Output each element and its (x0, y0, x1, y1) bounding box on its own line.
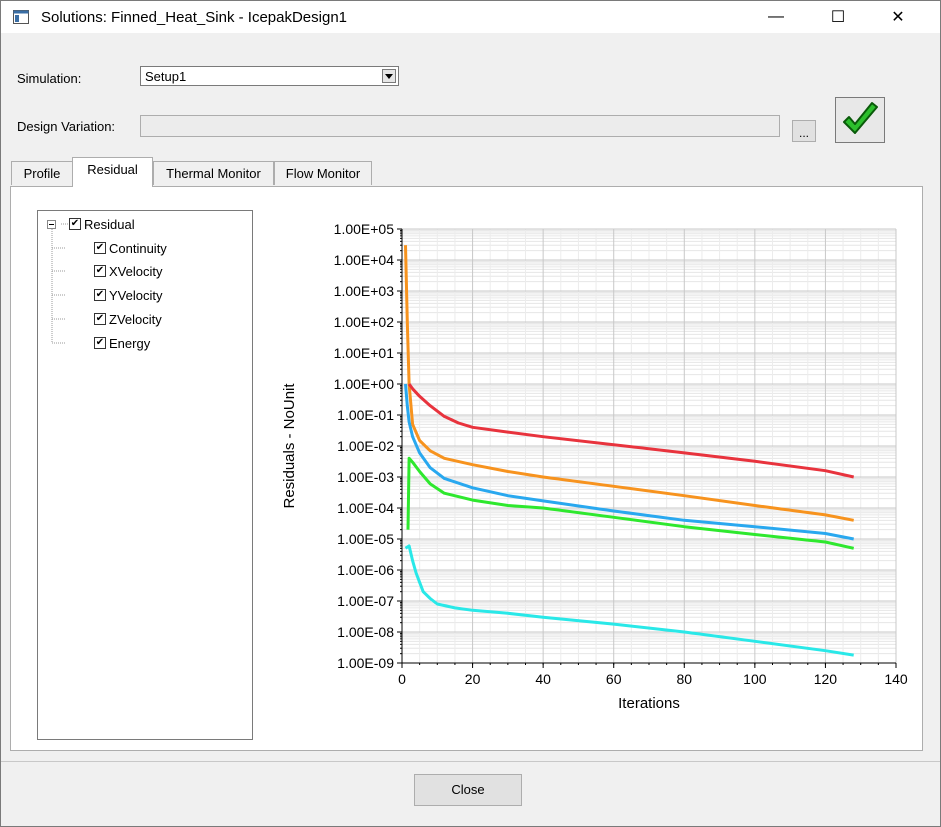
series-line-3 (406, 456, 855, 550)
tree-item-label: Continuity (109, 240, 167, 256)
residual-tree[interactable]: ✔ Residual ✔ Continuity ✔ XVelocity ✔ YV… (37, 210, 253, 740)
series-line-1 (407, 383, 855, 479)
y-axis-label: Residuals - NoUnit (281, 383, 298, 509)
checkbox-checked-icon[interactable]: ✔ (94, 265, 106, 277)
title-bar[interactable]: Solutions: Finned_Heat_Sink - IcepakDesi… (1, 1, 940, 33)
close-icon: ✕ (891, 9, 905, 26)
y-tick-label: 1.00E-03 (337, 469, 394, 485)
design-variation-label: Design Variation: (17, 119, 116, 134)
design-variation-browse-button[interactable]: ... (792, 120, 816, 142)
minimize-button[interactable]: — (753, 1, 799, 33)
x-tick-label: 80 (676, 671, 692, 687)
tree-connector-lines (51, 223, 69, 344)
tree-item-label: Residual (84, 216, 135, 232)
tree-item-label: XVelocity (109, 263, 163, 279)
tree-item-label: ZVelocity (109, 311, 162, 327)
y-tick-label: 1.00E-06 (337, 562, 394, 578)
tree-collapse-toggle[interactable] (47, 220, 56, 229)
residual-chart[interactable]: 1.00E+05 1.00E+04 1.00E+03 1.00E+02 1.00E+01… (270, 208, 921, 742)
check-icon (843, 102, 878, 134)
y-tick-label: 1.00E+01 (334, 345, 395, 361)
tree-item-yvelocity[interactable]: ✔ YVelocity (94, 286, 162, 304)
tab-profile[interactable]: Profile (11, 161, 73, 185)
x-tick-label: 40 (535, 671, 551, 687)
window-title: Solutions: Finned_Heat_Sink - IcepakDesi… (41, 9, 348, 26)
series-line-0 (404, 245, 854, 522)
checkbox-checked-icon[interactable]: ✔ (94, 289, 106, 301)
x-tick-label: 20 (465, 671, 481, 687)
x-tick-label: 120 (814, 671, 838, 687)
y-tick-label: 1.00E-01 (337, 407, 394, 423)
y-tick-label: 1.00E-09 (337, 655, 394, 671)
tree-item-label: YVelocity (109, 287, 163, 303)
series-line-4 (404, 544, 854, 657)
simulation-value: Setup1 (145, 69, 187, 84)
y-tick-label: 1.00E+04 (334, 252, 395, 268)
chevron-down-icon[interactable] (382, 69, 396, 83)
maximize-icon: ☐ (830, 9, 846, 26)
x-tick-label: 60 (606, 671, 622, 687)
checkbox-checked-icon[interactable]: ✔ (69, 218, 81, 230)
y-tick-label: 1.00E-04 (337, 500, 394, 516)
check-status-button[interactable] (835, 97, 885, 143)
y-tick-label: 1.00E-08 (337, 624, 394, 640)
simulation-label: Simulation: (17, 71, 82, 86)
tree-item-continuity[interactable]: ✔ Continuity (94, 239, 167, 257)
maximize-button[interactable]: ☐ (815, 1, 861, 33)
simulation-select[interactable]: Setup1 (140, 66, 399, 86)
y-tick-label: 1.00E-07 (337, 593, 394, 609)
app-window-icon (13, 10, 29, 24)
residual-chart-svg[interactable]: 1.00E+05 1.00E+04 1.00E+03 1.00E+02 1.00E+01… (270, 208, 921, 742)
y-tick-label: 1.00E+02 (334, 314, 395, 330)
tab-thermal-monitor[interactable]: Thermal Monitor (153, 161, 274, 185)
tab-flow-monitor[interactable]: Flow Monitor (274, 161, 372, 185)
close-window-button[interactable]: ✕ (875, 1, 921, 33)
design-variation-field[interactable] (140, 115, 780, 137)
y-tick-label: 1.00E+03 (334, 283, 395, 299)
tree-item-residual[interactable]: ✔ Residual (69, 215, 135, 233)
tab-residual[interactable]: Residual (72, 157, 153, 187)
y-tick-label: 1.00E-05 (337, 531, 394, 547)
y-tick-label: 1.00E+05 (334, 221, 395, 237)
tree-item-energy[interactable]: ✔ Energy (94, 334, 150, 352)
x-tick-label: 0 (398, 671, 406, 687)
checkbox-checked-icon[interactable]: ✔ (94, 313, 106, 325)
minimize-icon: — (768, 8, 784, 25)
x-tick-label: 100 (743, 671, 767, 687)
y-tick-label: 1.00E+00 (334, 376, 395, 392)
series-line-2 (404, 383, 854, 541)
tree-item-xvelocity[interactable]: ✔ XVelocity (94, 262, 162, 280)
close-button[interactable]: Close (414, 774, 522, 806)
checkbox-checked-icon[interactable]: ✔ (94, 337, 106, 349)
x-tick-label: 140 (884, 671, 908, 687)
x-axis-label: Iterations (618, 695, 680, 712)
tree-item-zvelocity[interactable]: ✔ ZVelocity (94, 310, 162, 328)
checkbox-checked-icon[interactable]: ✔ (94, 242, 106, 254)
residual-panel: ✔ Residual ✔ Continuity ✔ XVelocity ✔ YV… (10, 186, 923, 751)
footer-divider (1, 761, 940, 762)
tree-item-label: Energy (109, 335, 151, 351)
y-tick-label: 1.00E-02 (337, 438, 394, 454)
